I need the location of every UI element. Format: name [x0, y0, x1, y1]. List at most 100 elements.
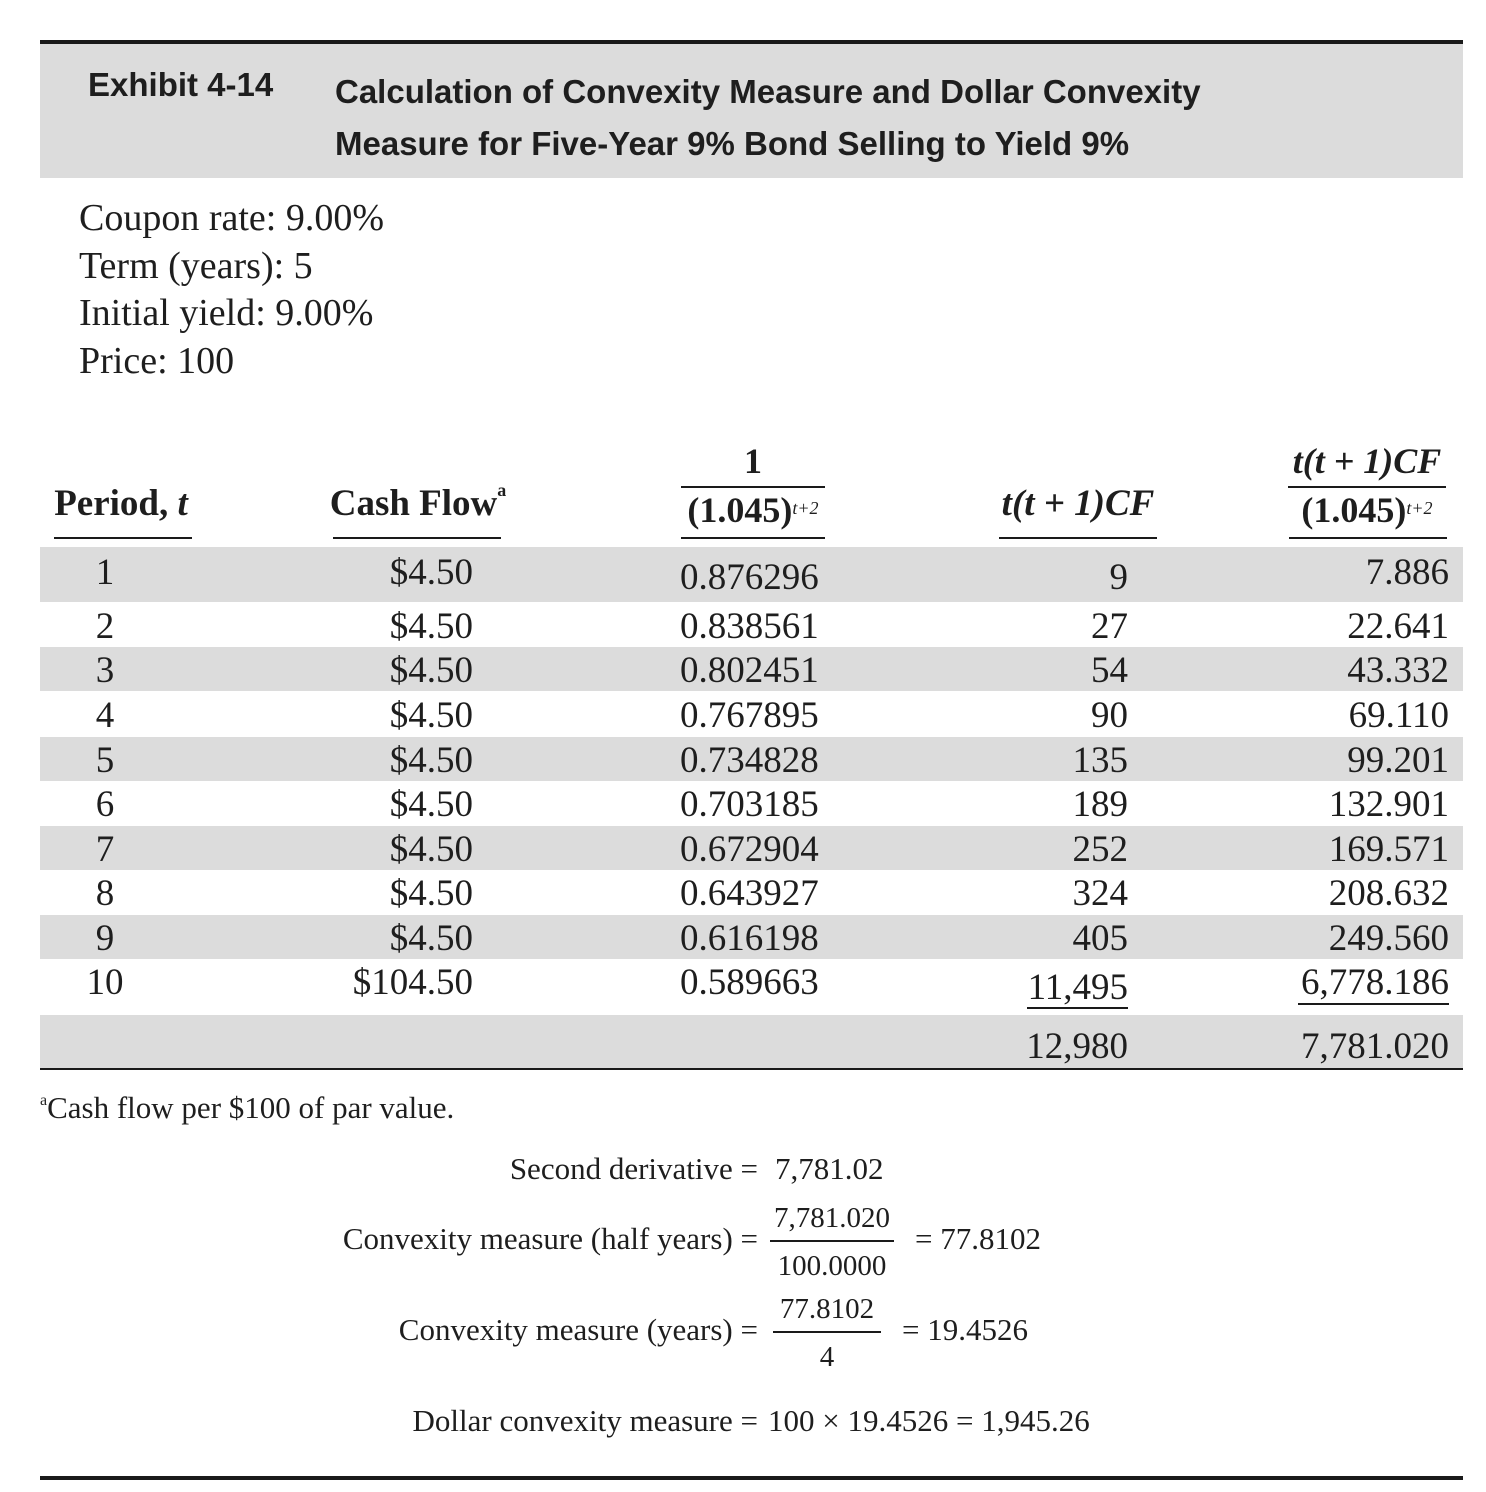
- second-derivative-label: Second derivative =: [509, 1151, 758, 1186]
- sum-underline-tt1cf: [1027, 1007, 1128, 1009]
- convexity-half-years-denominator: 100.0000: [777, 1250, 887, 1282]
- convexity-half-years-bar: [770, 1240, 894, 1242]
- header-pv-denominator: (1.045)t+2: [1272, 490, 1462, 530]
- convexity-years-bar: [773, 1331, 881, 1333]
- cell-discount: 0.589663: [680, 962, 819, 1003]
- cell-cash-flow: $4.50: [389, 695, 473, 736]
- convexity-years-denominator: 4: [819, 1341, 835, 1373]
- second-derivative-value: 7,781.02: [775, 1151, 884, 1186]
- cell-pv: 208.632: [1328, 873, 1449, 914]
- header-discount-base: (1.045): [687, 490, 793, 530]
- initial-yield: Initial yield: 9.00%: [79, 292, 374, 334]
- header-period-label: Period,: [54, 483, 169, 524]
- header-discount-denominator: (1.045)t+2: [668, 490, 838, 530]
- top-rule: [40, 40, 1463, 44]
- term-years: Term (years): 5: [79, 244, 313, 287]
- exhibit-title-line-2: Measure for Five-Year 9% Bond Selling to…: [335, 125, 1130, 162]
- row-band-7: [40, 826, 1463, 870]
- cell-tt1cf: 90: [1091, 695, 1128, 736]
- header-period: Period, t: [40, 482, 202, 525]
- cell-discount: 0.876296: [680, 557, 819, 598]
- cell-discount: 0.767895: [680, 695, 819, 736]
- footnote-marker-a: a: [40, 1092, 48, 1109]
- cell-tt1cf: 189: [1072, 784, 1129, 825]
- exhibit-header: Exhibit 4-14 Calculation of Convexity Me…: [40, 44, 1463, 178]
- header-pv-fraction-bar: [1288, 486, 1446, 488]
- header-tt1cf-rule: [999, 537, 1157, 539]
- cell-pv: 7.886: [1365, 552, 1449, 593]
- cell-cash-flow: $104.50: [352, 962, 473, 1003]
- cell-discount: 0.703185: [680, 784, 819, 825]
- header-cash-flow: Cash Flowa: [318, 480, 518, 525]
- dollar-convexity-label: Dollar convexity measure =: [412, 1403, 758, 1438]
- footnote-marker: a: [497, 480, 507, 500]
- convexity-years-label: Convexity measure (years) =: [398, 1312, 758, 1347]
- header-period-rule: [54, 537, 192, 539]
- cell-pv: 249.560: [1328, 918, 1449, 959]
- cell-period: 8: [95, 873, 115, 914]
- cell-discount: 0.734828: [680, 740, 819, 781]
- coupon-rate: Coupon rate: 9.00%: [79, 197, 385, 239]
- header-discount-fraction-bar: [681, 486, 825, 488]
- cell-pv: 169.571: [1328, 829, 1449, 870]
- cell-tt1cf: 135: [1072, 740, 1129, 781]
- cell-tt1cf: 324: [1072, 873, 1129, 914]
- header-discount-factor: 1 (1.045)t+2: [668, 440, 838, 530]
- header-period-var: t: [177, 483, 188, 524]
- totals-band: [40, 1015, 1463, 1068]
- total-tt1cf: 12,980: [1026, 1026, 1128, 1067]
- convexity-half-years-label: Convexity measure (half years) =: [342, 1221, 758, 1256]
- cell-discount: 0.643927: [680, 873, 819, 914]
- footnote-text: Cash flow per $100 of par value.: [47, 1090, 455, 1125]
- exhibit-label: Exhibit 4-14: [88, 66, 274, 103]
- header-discount-numerator: 1: [744, 441, 762, 481]
- header-cash-flow-rule: [333, 537, 501, 539]
- cell-period: 2: [95, 606, 115, 647]
- header-discount-exponent: t+2: [792, 498, 819, 518]
- bottom-rule: [40, 1476, 1463, 1480]
- cell-cash-flow: $4.50: [389, 740, 473, 781]
- cell-discount: 0.802451: [680, 650, 819, 691]
- cell-cash-flow: $4.50: [389, 784, 473, 825]
- cell-tt1cf: 54: [1091, 650, 1128, 691]
- convexity-half-years-fraction: 7,781.020 100.0000: [770, 1200, 894, 1284]
- cell-cash-flow: $4.50: [389, 829, 473, 870]
- cell-pv: 6,778.186: [1301, 962, 1449, 1003]
- convexity-years-fraction: 77.8102 4: [773, 1291, 881, 1375]
- cell-cash-flow: $4.50: [389, 873, 473, 914]
- header-pv-numerator: t(t + 1)CF: [1292, 441, 1442, 481]
- cell-period: 3: [95, 650, 115, 691]
- total-pv: 7,781.020: [1301, 1026, 1449, 1067]
- footnote: aCash flow per $100 of par value.: [40, 1090, 454, 1126]
- row-band-3: [40, 647, 1463, 691]
- convexity-years-result: = 19.4526: [902, 1312, 1028, 1347]
- convexity-half-years-result: = 77.8102: [915, 1221, 1041, 1256]
- cell-period: 9: [95, 918, 115, 959]
- header-tt1cf: t(t + 1)CF: [985, 482, 1171, 525]
- row-band-9: [40, 915, 1463, 959]
- cell-tt1cf: 405: [1072, 918, 1129, 959]
- sum-underline-pv: [1298, 1003, 1449, 1005]
- cell-cash-flow: $4.50: [389, 606, 473, 647]
- row-band-5: [40, 737, 1463, 781]
- cell-pv: 22.641: [1347, 606, 1449, 647]
- header-pv-exponent: t+2: [1406, 498, 1433, 518]
- cell-period: 10: [86, 962, 124, 1003]
- header-pv-tt1cf: t(t + 1)CF (1.045)t+2: [1272, 440, 1462, 530]
- cell-cash-flow: $4.50: [389, 552, 473, 593]
- cell-discount: 0.838561: [680, 606, 819, 647]
- table-bottom-rule: [40, 1068, 1463, 1070]
- cell-pv: 99.201: [1347, 740, 1449, 781]
- header-discount-rule: [681, 537, 825, 539]
- cell-period: 1: [95, 552, 115, 593]
- cell-pv: 43.332: [1347, 650, 1449, 691]
- price: Price: 100: [79, 339, 235, 382]
- header-pv-rule: [1289, 537, 1447, 539]
- cell-cash-flow: $4.50: [389, 918, 473, 959]
- cell-pv: 132.901: [1328, 784, 1449, 825]
- cell-discount: 0.616198: [680, 918, 819, 959]
- cell-pv: 69.110: [1348, 695, 1449, 736]
- header-cash-flow-label: Cash Flow: [329, 483, 498, 524]
- cell-period: 6: [95, 784, 115, 825]
- exhibit-title-line-1: Calculation of Convexity Measure and Dol…: [335, 73, 1201, 110]
